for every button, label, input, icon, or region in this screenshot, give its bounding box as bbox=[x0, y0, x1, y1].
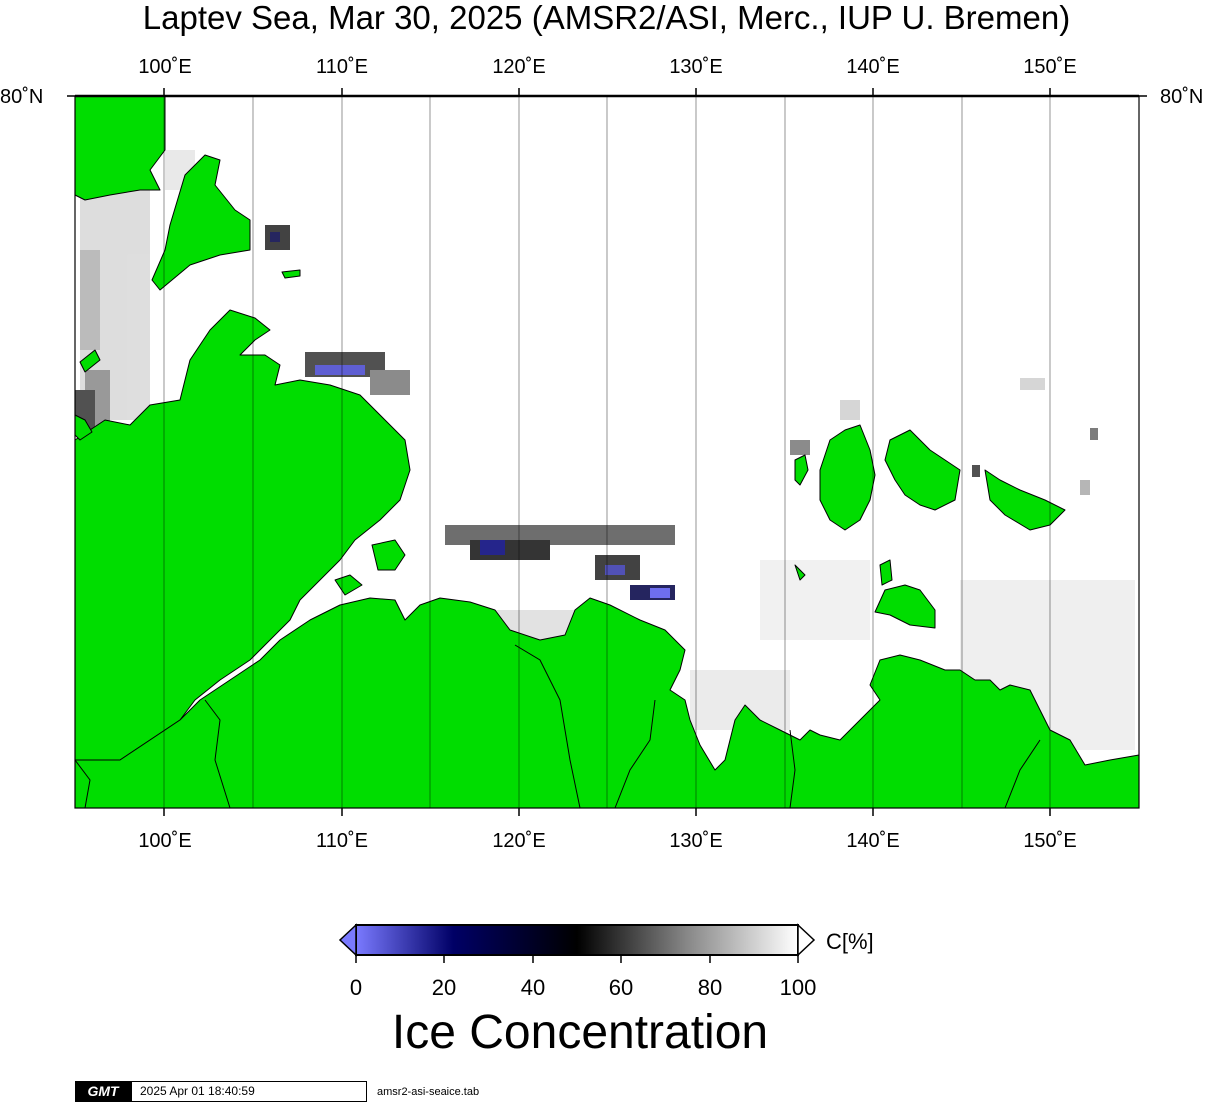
land-new-siberian-newsib bbox=[984, 469, 1066, 531]
rivers bbox=[74, 644, 1041, 809]
land-severnaya-zemlya-west bbox=[74, 95, 166, 201]
colorbar-tick-80: 80 bbox=[697, 975, 723, 1000]
colorbar-unit: C[%] bbox=[826, 929, 874, 954]
land-new-siberian-kotelny bbox=[819, 424, 876, 531]
land-islet-3 bbox=[371, 539, 406, 571]
lon-label-bottom-110e: 110˚E bbox=[316, 830, 368, 852]
land-taymyr bbox=[74, 309, 411, 761]
land-islet-5 bbox=[794, 454, 809, 486]
lon-label-bottom-100e: 100˚E bbox=[138, 830, 192, 852]
lon-label-bottom-140e: 140˚E bbox=[846, 830, 900, 852]
graticule bbox=[163, 96, 1051, 808]
colorbar-tick-100: 100 bbox=[779, 975, 817, 1000]
land-islet-2 bbox=[79, 349, 101, 373]
lat-label-right-80n: 80˚N bbox=[1160, 86, 1204, 108]
lon-label-top-150e: 150˚E bbox=[1023, 56, 1077, 78]
land-bolshoy-lyakhovsky bbox=[874, 584, 936, 629]
map-title: Laptev Sea, Mar 30, 2025 (AMSR2/ASI, Mer… bbox=[142, 0, 1071, 36]
land-new-siberian-faddey bbox=[884, 429, 961, 511]
colorbar-gradient bbox=[355, 924, 799, 956]
lon-label-top-100e: 100˚E bbox=[138, 56, 192, 78]
colorbar bbox=[338, 923, 816, 963]
lon-label-top-110e: 110˚E bbox=[316, 56, 368, 78]
frame-ticks bbox=[67, 88, 1147, 816]
colorbar-tick-0: 0 bbox=[349, 975, 363, 1000]
script-name: amsr2-asi-seaice.tab bbox=[377, 1085, 480, 1098]
land-islet-7 bbox=[794, 564, 806, 581]
colorbar-max-triangle bbox=[797, 923, 816, 957]
lon-label-top-140e: 140˚E bbox=[846, 56, 900, 78]
colorbar-tick-60: 60 bbox=[608, 975, 634, 1000]
lon-label-bottom-120e: 120˚E bbox=[492, 830, 546, 852]
timestamp: 2025 Apr 01 18:40:59 bbox=[131, 1081, 367, 1102]
lon-label-bottom-150e: 150˚E bbox=[1023, 830, 1077, 852]
colorbar-tick-20: 20 bbox=[431, 975, 457, 1000]
gmt-logo: GMT bbox=[75, 1081, 131, 1102]
lat-label-left-80n: 80˚N bbox=[0, 86, 44, 108]
lon-label-bottom-130e: 130˚E bbox=[669, 830, 723, 852]
gmt-timestamp-footer: GMT 2025 Apr 01 18:40:59 amsr2-asi-seaic… bbox=[75, 1081, 479, 1102]
sea-ice-texture bbox=[75, 150, 1135, 750]
lon-label-top-120e: 120˚E bbox=[492, 56, 546, 78]
land-islet-6 bbox=[879, 559, 893, 586]
colorbar-min-triangle bbox=[338, 923, 357, 957]
land-islet-1 bbox=[281, 269, 301, 279]
colorbar-tick-40: 40 bbox=[520, 975, 546, 1000]
land-severnaya-zemlya-east bbox=[151, 154, 251, 291]
lon-label-top-130e: 130˚E bbox=[669, 56, 723, 78]
colorbar-title: Ice Concentration bbox=[391, 1006, 769, 1059]
